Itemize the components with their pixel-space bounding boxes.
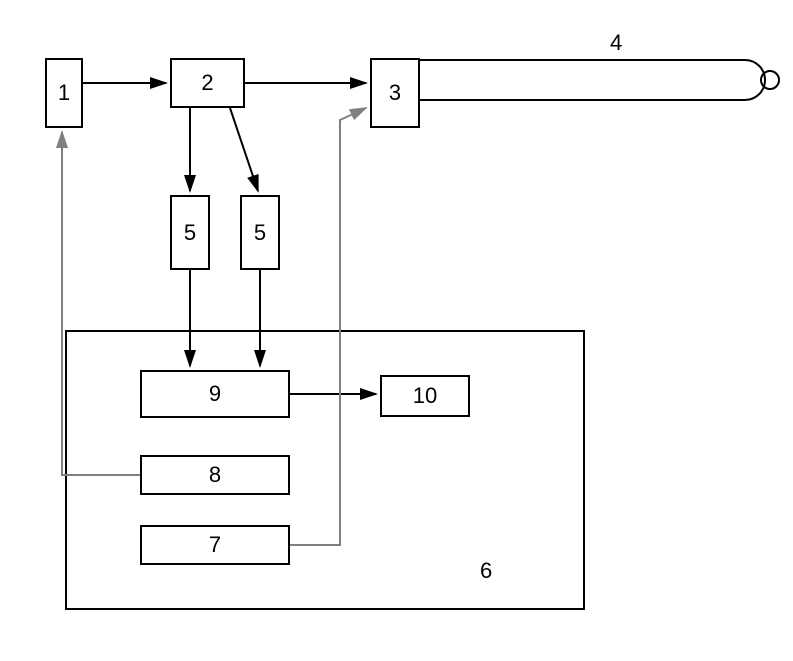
node-5b-label: 5 <box>254 220 266 246</box>
node-9: 9 <box>140 370 290 418</box>
tube-shape <box>420 60 779 100</box>
node-3-label: 3 <box>389 80 401 106</box>
node-1: 1 <box>45 58 83 128</box>
node-10: 10 <box>380 375 470 417</box>
block-diagram: 1 2 3 4 5 5 6 9 10 8 7 <box>0 0 793 661</box>
label-4-text: 4 <box>610 30 622 55</box>
label-6-text: 6 <box>480 558 492 583</box>
node-7: 7 <box>140 525 290 565</box>
label-4: 4 <box>610 30 622 56</box>
node-2: 2 <box>170 58 245 108</box>
node-1-label: 1 <box>58 80 70 106</box>
node-5b: 5 <box>240 195 280 270</box>
node-5a: 5 <box>170 195 210 270</box>
edge-8-1 <box>62 132 140 475</box>
node-2-label: 2 <box>201 70 213 96</box>
node-8: 8 <box>140 455 290 495</box>
node-7-label: 7 <box>209 532 221 558</box>
label-6: 6 <box>480 558 492 584</box>
node-10-label: 10 <box>413 383 437 409</box>
node-9-label: 9 <box>209 381 221 407</box>
edge-2-5b <box>230 108 258 191</box>
node-5a-label: 5 <box>184 220 196 246</box>
node-8-label: 8 <box>209 462 221 488</box>
node-3: 3 <box>370 58 420 128</box>
edge-7-3 <box>290 108 366 545</box>
